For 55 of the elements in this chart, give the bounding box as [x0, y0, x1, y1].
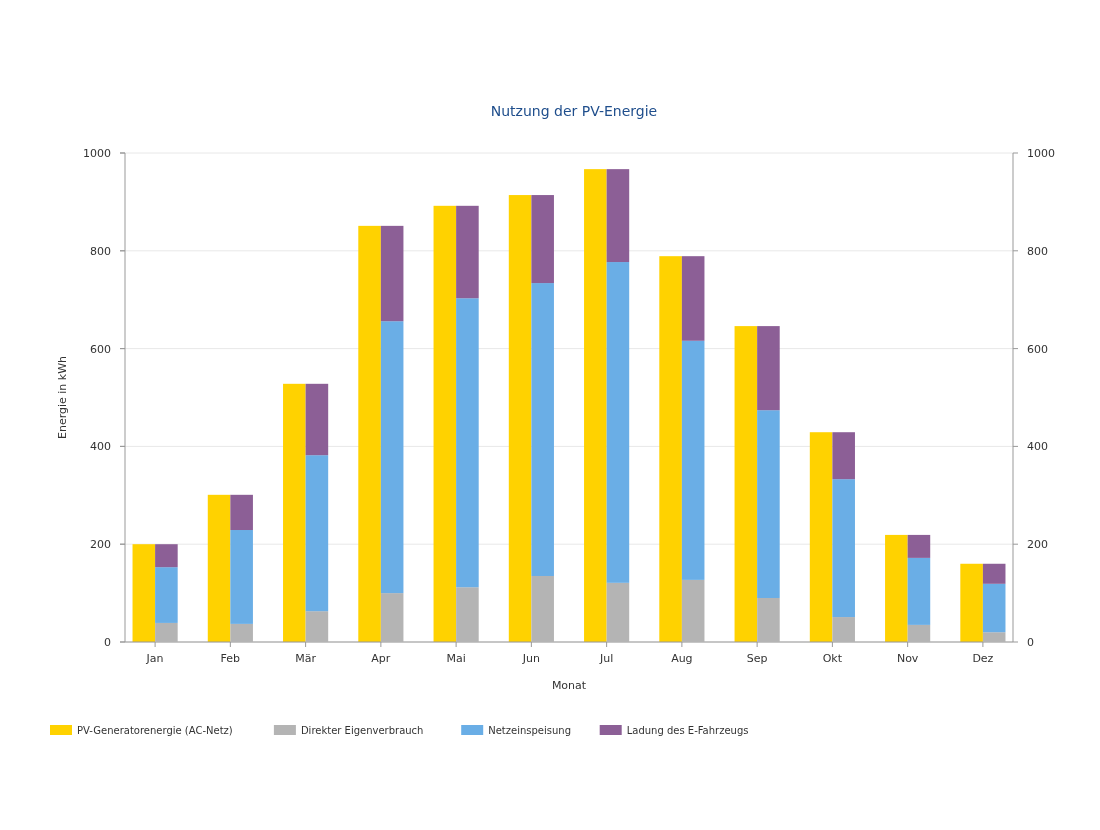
x-tick-label: Okt: [822, 652, 843, 665]
x-tick-label: Mai: [446, 652, 466, 665]
bar: [531, 575, 554, 642]
bar: [757, 597, 780, 642]
chart-title: Nutzung der PV-Energie: [490, 103, 658, 119]
bar: [606, 582, 630, 642]
x-tick-label: Apr: [371, 652, 391, 665]
bar: [681, 579, 705, 642]
x-tick-label: Aug: [671, 652, 693, 665]
bar: [982, 632, 1006, 642]
bar: [531, 195, 554, 284]
legend-label: Netzeinspeisung: [488, 725, 571, 736]
bar: [380, 225, 404, 322]
bar: [155, 622, 178, 642]
y2-tick-label: 800: [1027, 244, 1048, 258]
legend-label: Ladung des E-Fahrzeugs: [626, 725, 749, 736]
x-tick-label: Jul: [598, 652, 614, 665]
x-tick-label: Jun: [521, 652, 540, 665]
y2-tick-label: 0: [1027, 636, 1034, 649]
bar: [456, 587, 479, 642]
bar: [907, 624, 931, 642]
bar: [230, 623, 253, 642]
x-tick-label: Feb: [220, 652, 241, 665]
y-tick-label: 600: [90, 342, 111, 356]
x-tick-label: Sep: [746, 652, 768, 665]
y2-tick-label: 600: [1027, 342, 1048, 356]
y-tick-label: 400: [90, 440, 111, 454]
y2-tick-label: 1000: [1027, 147, 1055, 160]
x-tick-label: Dez: [972, 652, 994, 665]
x-tick-label: Jan: [145, 652, 164, 665]
bar: [982, 563, 1006, 584]
y2-tick-label: 400: [1027, 440, 1048, 454]
bar: [907, 534, 931, 558]
bar: [606, 169, 630, 263]
bar: [832, 617, 855, 642]
x-tick-label: Mär: [295, 652, 317, 665]
y-tick-label: 1000: [83, 147, 111, 160]
bar: [456, 205, 479, 299]
bar: [305, 383, 329, 456]
y-tick-label: 800: [90, 244, 111, 258]
y-axis-title: Energie in kWh: [56, 355, 69, 440]
bar: [305, 611, 329, 642]
y-tick-label: 200: [90, 538, 111, 552]
bar: [757, 326, 780, 411]
legend-label: Direkter Eigenverbrauch: [300, 725, 424, 736]
bar: [155, 544, 178, 568]
y2-tick-label: 200: [1027, 538, 1048, 552]
bar: [230, 494, 253, 531]
bar: [832, 432, 855, 480]
bar: [681, 256, 705, 341]
x-tick-label: Nov: [896, 652, 919, 665]
legend-label: PV-Generatorenergie (AC-Netz): [77, 725, 233, 736]
y-tick-label: 0: [104, 636, 111, 649]
bar: [380, 593, 404, 642]
x-axis-title: Monat: [551, 679, 587, 692]
